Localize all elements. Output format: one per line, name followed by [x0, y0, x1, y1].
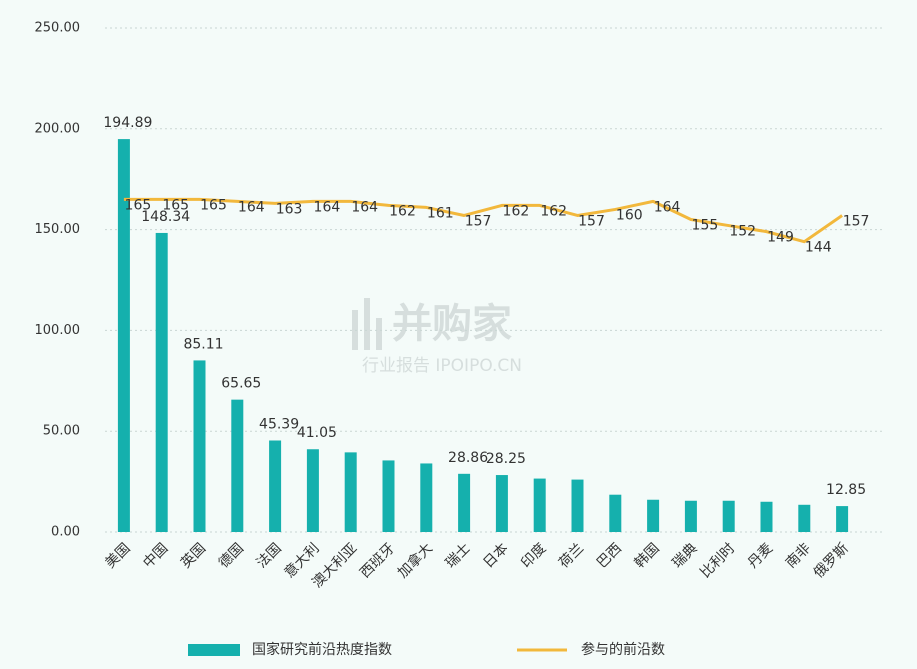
bar	[193, 360, 206, 532]
y-tick-label: 100.00	[35, 323, 81, 338]
data-label: 160	[616, 207, 643, 223]
bar	[571, 479, 584, 532]
y-tick-label: 200.00	[35, 121, 81, 136]
data-label: 148.34	[141, 209, 190, 225]
bar	[458, 473, 471, 532]
bar	[722, 500, 735, 532]
data-label: 28.86	[448, 450, 488, 466]
data-label: 164	[351, 199, 378, 215]
watermark-icon	[364, 298, 370, 350]
bar	[269, 440, 282, 532]
data-label: 65.65	[221, 376, 261, 392]
data-label: 165	[162, 197, 189, 213]
y-tick-label: 50.00	[43, 424, 80, 439]
data-label: 12.85	[826, 482, 866, 498]
data-label: 41.05	[297, 425, 337, 441]
x-tick-label: 荷兰	[556, 540, 587, 571]
y-tick-label: 250.00	[35, 21, 81, 36]
y-tick-label: 150.00	[35, 222, 81, 237]
bar	[117, 139, 130, 533]
x-tick-label: 英国	[177, 540, 209, 572]
legend-label: 参与的前沿数	[581, 641, 665, 658]
x-tick-label: 瑞士	[443, 540, 474, 571]
watermark: 并购家 行业报告 IPOIPO.CN	[352, 298, 522, 376]
data-label: 161	[427, 205, 454, 221]
data-label: 162	[503, 203, 530, 219]
x-tick-label: 巴西	[594, 540, 625, 571]
data-label: 164	[238, 199, 265, 215]
bar	[798, 504, 811, 532]
x-tick-label: 丹麦	[745, 540, 776, 571]
data-label: 164	[654, 199, 681, 215]
data-label: 157	[465, 213, 492, 229]
data-label: 45.39	[259, 416, 299, 432]
bar	[344, 452, 357, 532]
data-label: 163	[276, 201, 303, 217]
data-label: 157	[843, 213, 870, 229]
x-tick-label: 中国	[140, 540, 171, 571]
x-tick-label: 韩国	[632, 540, 663, 571]
data-label: 165	[200, 197, 227, 213]
x-tick-label: 西班牙	[357, 540, 398, 581]
bar	[533, 478, 546, 532]
x-tick-label: 俄罗斯	[811, 540, 852, 581]
data-label: 162	[540, 203, 567, 219]
bar	[760, 501, 773, 532]
data-label: 157	[578, 213, 605, 229]
x-tick-label: 加拿大	[394, 540, 436, 582]
x-tick-label: 日本	[480, 540, 511, 571]
data-label: 85.11	[183, 336, 223, 352]
watermark-icon	[376, 318, 382, 350]
data-label: 165	[125, 197, 152, 213]
bar	[306, 449, 319, 532]
line	[123, 197, 843, 244]
data-label: 152	[729, 224, 756, 240]
x-tick-label: 法国	[254, 540, 285, 571]
legend-label: 国家研究前沿热度指数	[252, 641, 392, 658]
x-tick-label: 南非	[783, 540, 814, 571]
data-label: 144	[805, 240, 832, 256]
data-label: 164	[314, 199, 341, 215]
bar	[609, 494, 622, 532]
bar	[382, 460, 395, 532]
data-label: 28.25	[486, 451, 526, 467]
bar	[495, 475, 508, 532]
data-label: 149	[767, 230, 794, 246]
bar	[836, 506, 849, 532]
watermark-tagline: 行业报告 IPOIPO.CN	[362, 356, 522, 376]
x-tick-label: 德国	[216, 540, 247, 571]
data-label: 194.89	[103, 115, 152, 131]
x-tick-label: 印度	[518, 540, 549, 571]
x-tick-label: 瑞典	[669, 540, 700, 571]
bar	[420, 463, 433, 532]
bar	[647, 499, 660, 532]
bar	[155, 232, 168, 532]
y-tick-label: 0.00	[51, 525, 80, 540]
data-label: 155	[692, 218, 719, 234]
data-label: 162	[389, 203, 416, 219]
watermark-brand: 并购家	[392, 301, 512, 347]
x-tick-label: 美国	[102, 540, 133, 571]
bar	[684, 500, 697, 532]
bar	[231, 399, 244, 532]
x-tick-label: 比利时	[697, 540, 738, 581]
legend-swatch	[188, 644, 240, 656]
